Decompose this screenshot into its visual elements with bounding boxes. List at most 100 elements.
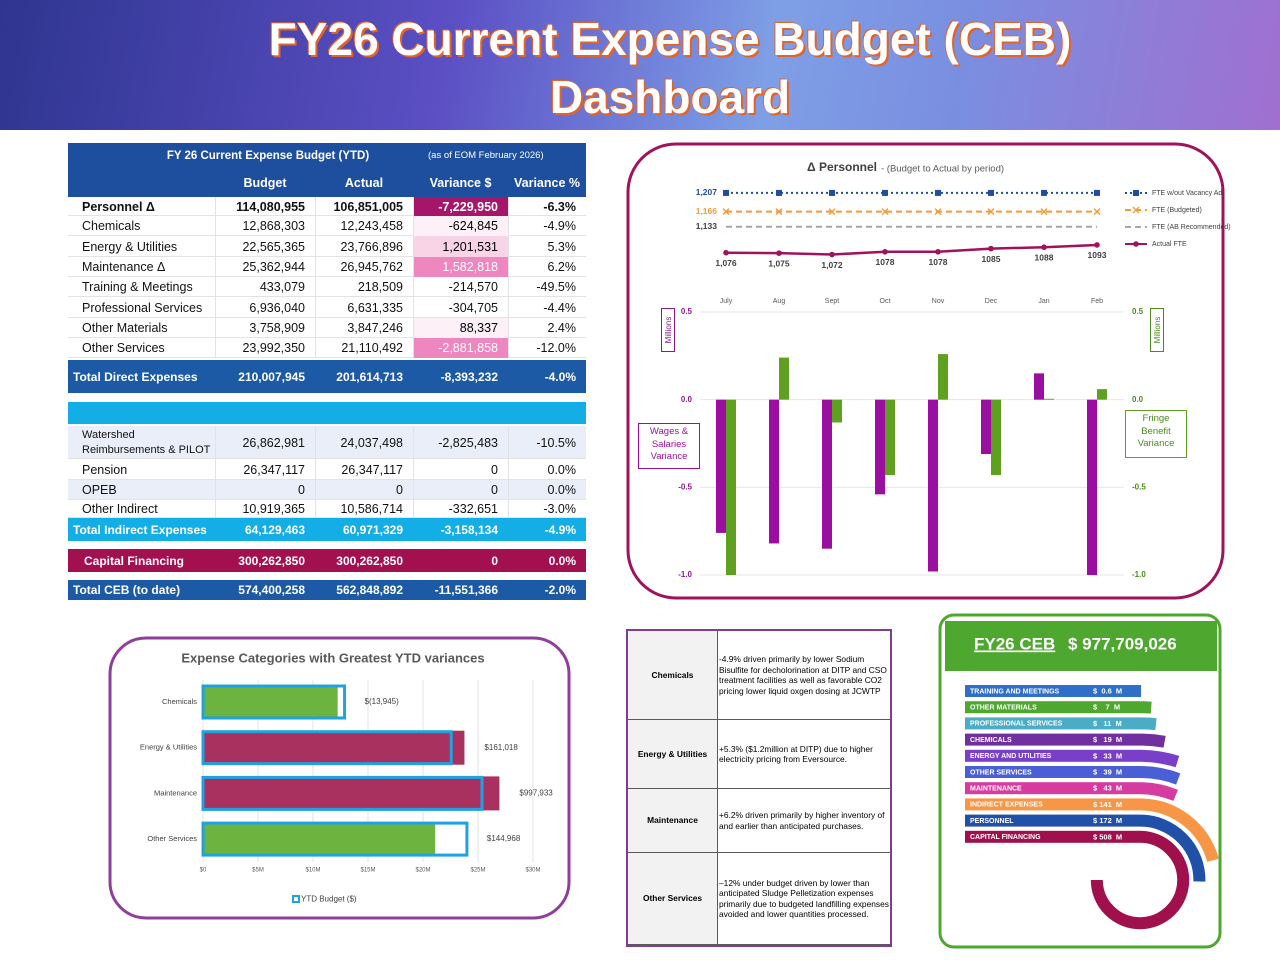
annotation: $144,968 [487,834,521,843]
table-cell: -2,825,483 [413,426,508,459]
table-cell: -3.0% [508,500,586,518]
fte-line [725,243,1098,256]
table-cell: 0.0% [548,553,576,568]
actual-bar [203,685,338,719]
ceb-arc [1139,749,1180,768]
chart-subtitle: - (Budget to Actual by period) [881,164,1004,175]
bar [1087,399,1097,575]
fte-marker [1094,189,1100,196]
ceb-value-label: $ 141 M [1093,800,1122,809]
fte-marker [988,189,994,196]
table-cell: 300,262,850 [336,553,403,568]
table-row [68,580,586,600]
fte-marker [1041,189,1047,196]
bar [832,399,842,423]
legend-marker [1133,190,1139,196]
note-label: Chemicals [628,631,718,720]
table-cell: 300,262,850 [238,553,305,568]
ceb-value-label: $ 7 M [1093,703,1120,712]
x-tick-label: Jan [1038,298,1049,305]
legend-label: YTD Budget ($) [301,895,357,904]
ceb-category: INDIRECT EXPENSES [970,802,1043,809]
table-row [68,500,586,518]
x-tick-label: Feb [1091,298,1103,305]
table-cell: 24,037,498 [315,426,413,459]
table-cell: 22,565,365 [215,236,315,257]
y-tick-label: -0.5 [678,482,692,491]
x-tick-label: Aug [773,298,786,305]
x-tick-label: July [720,298,733,305]
column-header: Variance % [513,175,580,190]
x-tick-label: Dec [985,298,998,305]
note-text: -4.9% driven primarily by lower Sodium B… [718,631,890,720]
fte-marker [775,208,783,216]
table-cell: 12,243,458 [315,216,413,236]
y-tick-label: 0.5 [681,307,693,316]
table-cell: 64,129,463 [244,522,305,537]
fte-marker [934,208,942,216]
table-cell: 114,080,955 [215,197,315,216]
table-title: FY 26 Current Expense Budget (YTD) [166,149,370,162]
table-cell: 433,079 [215,277,315,297]
ceb-category: OTHER SERVICES [970,769,1032,776]
ceb-value-label: $ 0.6 M [1093,686,1122,695]
table-cell: 562,848,892 [336,583,403,597]
bar [1034,373,1044,400]
row-label: Capital Financing [84,553,185,568]
table-cell: 210,007,945 [238,369,305,384]
ceb-label-band [965,782,1140,795]
ceb-category: ENERGY AND UTILITIES [970,753,1052,760]
x-tick-label: $15M [360,868,375,874]
ceb-total: $ 977,709,026 [1068,634,1177,653]
budget-bar [201,684,347,720]
y-tick-label: Other Services [147,834,197,843]
y-tick-label: Maintenance [154,788,197,797]
fte-marker [1093,208,1101,216]
row-label: Maintenance Δ [82,260,166,274]
fte-marker [829,251,835,258]
table-row [68,360,586,393]
x-tick-label: Sept [825,298,839,305]
note-label: Other Services [628,853,718,945]
fte-marker [1041,244,1047,251]
row-label: Personnel Δ [82,199,155,214]
y2-tick-label: -0.5 [1132,482,1146,491]
ceb-value-label: $ 172 M [1093,816,1122,825]
x-tick-label: $25M [470,868,485,874]
x-tick-label: $10M [305,868,320,874]
ceb-arc [1139,814,1206,882]
legend-swatch [292,895,300,903]
table-cell: -8,393,232 [440,369,498,384]
actual-bar [203,822,436,857]
note-text: +6.2% driven primarily by higher invento… [718,789,890,853]
x-tick-label: $0 [200,868,207,874]
table-cell: 0 [413,480,508,500]
table-cell: -4.9% [544,522,576,537]
column-header: Variance $ [429,175,492,190]
table-row [68,480,586,500]
ceb-category: OTHER MATERIALS [970,705,1037,712]
y-tick-label: 0.0 [681,395,693,404]
chart-title: Expense Categories with Greatest YTD var… [181,650,484,665]
ceb-value-label: $ 11 M [1093,719,1122,728]
ceb-category: CHEMICALS [970,737,1012,744]
table-cell: 88,337 [413,318,508,338]
annotation: $997,933 [519,789,553,798]
note-text: –12% under budget driven by lower than a… [718,853,890,945]
legend-marker [1133,241,1139,247]
ceb-label-band [965,733,1140,746]
data-label: 1078 [929,257,948,267]
bar [928,399,938,572]
ceb-arc [1090,830,1190,930]
bar [1044,398,1054,400]
x-tick-label: Oct [880,298,891,305]
table-cell: 0 [413,459,508,480]
legend-box: Wages & Salaries Variance [638,423,700,469]
table-row [68,426,586,459]
fte-marker [776,250,782,256]
column-header: Budget [243,175,287,190]
table-cell: 12,868,303 [215,216,315,236]
table-cell: 201,614,713 [336,369,403,384]
ceb-arc [1139,717,1157,731]
